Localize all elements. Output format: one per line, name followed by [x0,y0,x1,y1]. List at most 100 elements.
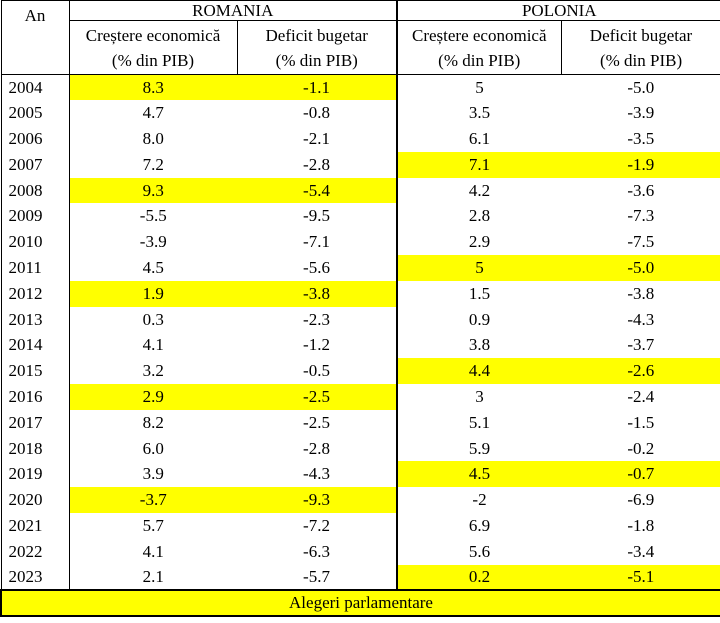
year-cell: 2014 [0,332,70,359]
year-cell: 2004 [0,74,70,101]
polonia-growth-cell: 5 [397,255,562,281]
romania-growth-cell: 8.3 [69,74,237,101]
polonia-growth-cell: 6.9 [468,515,491,535]
header-line-unit: (% din PIB) [438,50,521,70]
table-row: 2011 4.5 -5.6 5 -5.0 [0,255,720,281]
polonia-growth-cell: 0.9 [468,309,491,329]
table-row: 2018 6.0 -2.8 5.9 -0.2 [0,435,720,462]
polonia-deficit-cell: -3.9 [561,100,720,127]
table-row: 2014 4.1 -1.2 3.8 -3.7 [0,332,720,359]
romania-growth-cell: 2.9 [69,384,237,410]
polonia-growth-cell: 3.5 [468,103,491,123]
country-header-polonia: POLONIA [396,0,720,21]
romania-deficit-cell: -2.5 [237,409,399,436]
polonia-growth-cell: 4.5 [397,461,562,488]
romania-growth-cell: 4.7 [142,103,164,123]
romania-deficit-cell: -1.2 [237,332,399,359]
polonia-growth-cell: 6.1 [468,128,491,148]
year-cell: 2022 [0,538,70,565]
year-cell: 2011 [0,255,70,281]
romania-deficit-cell: -9.5 [237,203,399,230]
romania-deficit-cell: -6.3 [237,538,399,565]
table-row: 2020 -3.7 -9.3 -2 -6.9 [0,487,720,514]
romania-growth-cell: 3.9 [142,464,164,484]
polonia-deficit-cell: -5.0 [561,74,720,101]
table-row: 2019 3.9 -4.3 4.5 -0.7 [0,461,720,488]
romania-growth-cell: 8.0 [142,128,164,148]
table-row: 2023 2.1 -5.7 0.2 -5.1 [0,564,720,592]
table-row: 2004 8.3 -1.1 5 -5.0 [0,74,720,101]
year-cell: 2015 [0,358,70,385]
year-cell: 2018 [0,435,70,462]
year-cell: 2012 [0,280,70,307]
romania-deficit-header: Deficit bugetar (% din PIB) [236,20,398,75]
romania-growth-cell: 8.2 [142,412,164,432]
polonia-growth-cell: 4.2 [468,180,491,200]
table-body: 2004 8.3 -1.1 5 -5.0 2005 4.7 -0.8 3.5 -3.9 2006 8.… [0,74,720,592]
header-line-title: Deficit bugetar [265,25,368,45]
romania-growth-cell: -3.9 [139,232,167,252]
polonia-growth-cell: 5 [475,77,484,97]
polonia-deficit-cell: -5.0 [561,255,720,281]
romania-deficit-cell: -1.1 [237,74,399,101]
polonia-growth-cell: 2.9 [468,232,491,252]
year-cell: 2019 [0,461,70,488]
polonia-deficit-header: Deficit bugetar (% din PIB) [560,20,720,75]
header-line-unit: (% din PIB) [275,50,358,70]
polonia-growth-cell: 5.9 [468,438,491,458]
romania-deficit-cell: -2.5 [237,384,399,410]
polonia-growth-cell: 5.6 [468,541,491,561]
polonia-growth-cell: 2.8 [468,206,491,226]
year-cell: 2005 [0,100,70,127]
romania-growth-cell: 4.1 [142,335,164,355]
romania-deficit-cell: -0.5 [237,358,399,385]
header-line-title: Deficit bugetar [589,25,693,45]
header-line-title: Creștere economică [85,25,221,45]
romania-deficit-cell: -2.8 [237,151,399,178]
table-row: 2021 5.7 -7.2 6.9 -1.8 [0,513,720,539]
polonia-deficit-cell: -3.4 [561,538,720,565]
romania-growth-cell: 3.2 [142,361,164,381]
romania-growth-cell: 9.3 [69,177,237,204]
polonia-deficit-cell: -3.6 [561,177,720,204]
polonia-deficit-cell: -3.8 [561,280,720,307]
romania-growth-cell: 0.3 [142,309,164,329]
romania-deficit-cell: -5.4 [237,177,399,204]
polonia-growth-cell: 1.5 [468,283,491,303]
table-row: 2010 -3.9 -7.1 2.9 -7.5 [0,229,720,256]
header-line-title: Creștere economică [412,25,547,45]
polonia-growth-cell: -2 [472,490,487,510]
country-header-romania: ROMANIA [68,0,398,21]
legend-parliamentary-elections: Alegeri parlamentare [0,589,720,618]
year-cell: 2023 [0,564,70,592]
table-row: 2005 4.7 -0.8 3.5 -3.9 [0,100,720,127]
year-cell: 2008 [0,177,70,204]
romania-deficit-cell: -2.3 [237,306,399,333]
table-row: 2007 7.2 -2.8 7.1 -1.9 [0,151,720,178]
table-row: 2017 8.2 -2.5 5.1 -1.5 [0,409,720,436]
romania-deficit-cell: -7.1 [237,229,399,256]
polonia-growth-header: Creștere economică (% din PIB) [396,20,562,75]
year-cell: 2021 [0,513,70,539]
polonia-deficit-cell: -3.5 [561,126,720,152]
polonia-deficit-cell: -7.3 [561,203,720,230]
year-cell: 2020 [0,487,70,514]
year-cell: 2016 [0,384,70,410]
table-row: 2016 2.9 -2.5 3 -2.4 [0,384,720,410]
romania-growth-cell: -3.7 [69,487,237,514]
table-row: 2015 3.2 -0.5 4.4 -2.6 [0,358,720,385]
romania-growth-cell: 4.5 [142,257,164,277]
year-column-header: An [0,0,70,75]
polonia-deficit-cell: -4.3 [561,306,720,333]
polonia-growth-cell: 5.1 [468,412,491,432]
year-cell: 2009 [0,203,70,230]
polonia-deficit-cell: -0.7 [561,461,720,488]
polonia-deficit-cell: -1.5 [561,409,720,436]
polonia-deficit-cell: -6.9 [561,487,720,514]
polonia-deficit-cell: -2.4 [561,384,720,410]
polonia-growth-cell: 0.2 [397,564,562,592]
table-row: 2022 4.1 -6.3 5.6 -3.4 [0,538,720,565]
polonia-deficit-cell: -7.5 [561,229,720,256]
romania-deficit-cell: -2.1 [237,126,399,152]
